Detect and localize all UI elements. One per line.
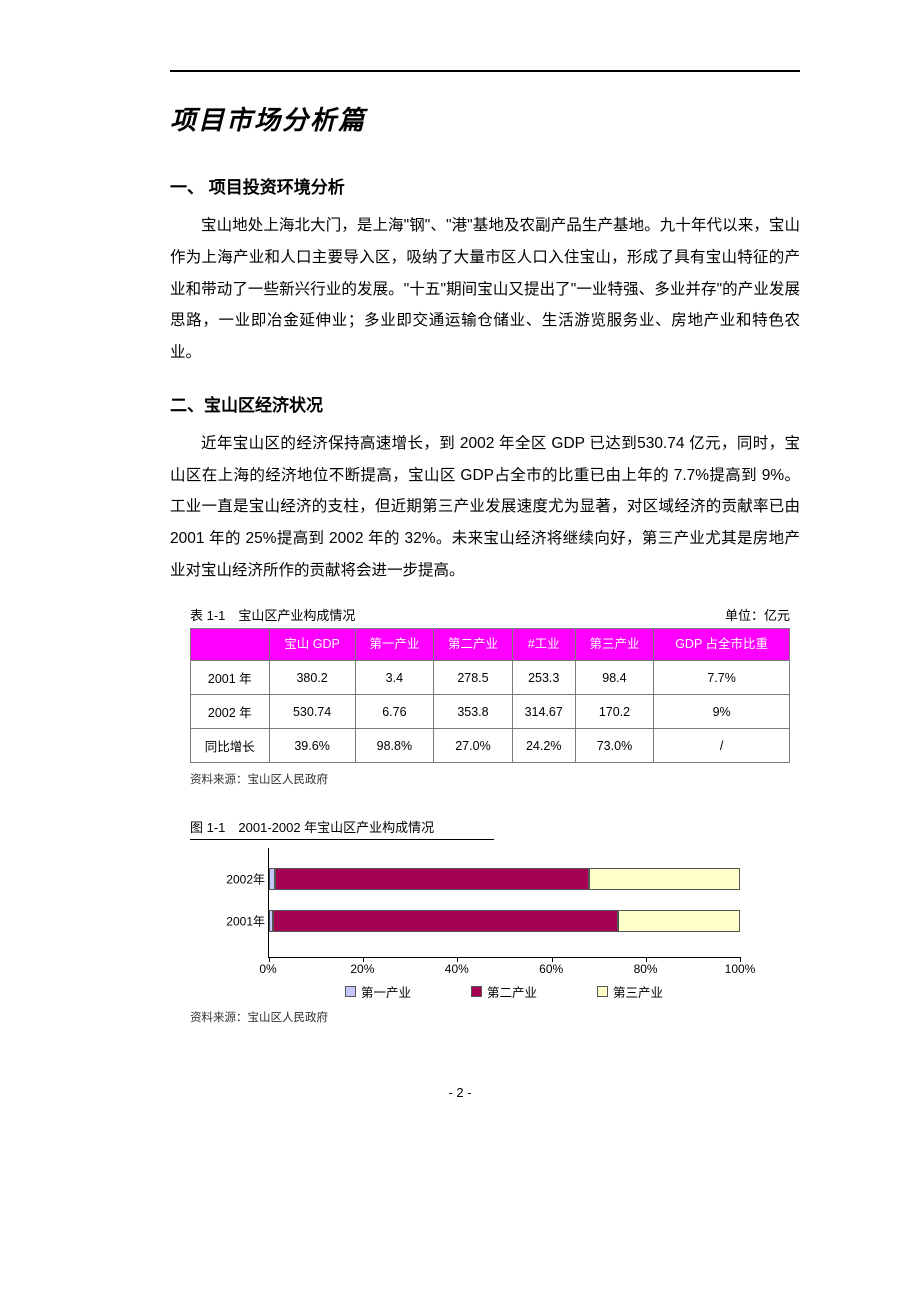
legend-label: 第一产业: [361, 982, 411, 1001]
table-header-cell: GDP 占全市比重: [654, 628, 790, 661]
table-cell: 278.5: [434, 661, 513, 695]
table-caption-left: 表 1-1 宝山区产业构成情况: [190, 605, 355, 624]
chart-bar-segment: [275, 868, 589, 890]
chart-y-label: 2002年: [221, 871, 265, 888]
chart-bar-segment: [618, 910, 740, 932]
chart-x-label: 60%: [539, 962, 563, 976]
chart-plot-area: 2002年2001年: [268, 848, 740, 958]
table-cell: 314.67: [512, 695, 575, 729]
table-cell: 530.74: [269, 695, 355, 729]
table-header-cell: 宝山 GDP: [269, 628, 355, 661]
table-row: 同比增长39.6%98.8%27.0%24.2%73.0%/: [191, 729, 790, 763]
chart-x-label: 40%: [445, 962, 469, 976]
chart-bar-row: [269, 868, 740, 890]
table-row: 2001 年380.23.4278.5253.398.47.7%: [191, 661, 790, 695]
legend-item: 第二产业: [471, 982, 537, 1001]
chart-caption: 图 1-1 2001-2002 年宝山区产业构成情况: [190, 817, 494, 840]
section-1-body: 宝山地处上海北大门，是上海"钢"、"港"基地及农副产品生产基地。九十年代以来，宝…: [170, 210, 800, 369]
chart-x-label: 0%: [259, 962, 276, 976]
legend-swatch: [597, 986, 608, 997]
chart-bar-segment: [273, 910, 618, 932]
chart-bar-segment: [589, 868, 740, 890]
page: 项目市场分析篇 一、 项目投资环境分析 宝山地处上海北大门，是上海"钢"、"港"…: [0, 0, 920, 1140]
table-cell: 27.0%: [434, 729, 513, 763]
table-cell: 170.2: [575, 695, 654, 729]
section-2-body: 近年宝山区的经济保持高速增长，到 2002 年全区 GDP 已达到530.74 …: [170, 428, 800, 587]
table-cell: 73.0%: [575, 729, 654, 763]
section-2-heading: 二、宝山区经济状况: [170, 391, 800, 416]
top-rule: [170, 70, 800, 72]
table-body: 2001 年380.23.4278.5253.398.47.7%2002 年53…: [191, 661, 790, 763]
table-cell: 9%: [654, 695, 790, 729]
legend-swatch: [471, 986, 482, 997]
chart-source: 资料来源：宝山区人民政府: [190, 1009, 800, 1025]
table-cell: /: [654, 729, 790, 763]
table-cell: 253.3: [512, 661, 575, 695]
chart-x-axis: 0%20%40%60%80%100%: [268, 958, 740, 976]
chart-x-label: 100%: [725, 962, 756, 976]
table-header-cell: 第一产业: [355, 628, 434, 661]
chart-bar-row: [269, 910, 740, 932]
table-cell: 2001 年: [191, 661, 270, 695]
chart-x-label: 80%: [634, 962, 658, 976]
table-cell: 98.4: [575, 661, 654, 695]
table-cell: 98.8%: [355, 729, 434, 763]
section-1-heading: 一、 项目投资环境分析: [170, 173, 800, 198]
legend-item: 第三产业: [597, 982, 663, 1001]
table-caption: 表 1-1 宝山区产业构成情况 单位：亿元: [190, 605, 800, 624]
doc-title: 项目市场分析篇: [170, 100, 800, 137]
table-row: 2002 年530.746.76353.8314.67170.29%: [191, 695, 790, 729]
chart: 2002年2001年 0%20%40%60%80%100% 第一产业第二产业第三…: [220, 848, 800, 1001]
table-cell: 2002 年: [191, 695, 270, 729]
table-header-cell: [191, 628, 270, 661]
table-header-row: 宝山 GDP第一产业第二产业#工业第三产业GDP 占全市比重: [191, 628, 790, 661]
table-cell: 380.2: [269, 661, 355, 695]
table-cell: 353.8: [434, 695, 513, 729]
table-cell: 3.4: [355, 661, 434, 695]
industry-table: 宝山 GDP第一产业第二产业#工业第三产业GDP 占全市比重 2001 年380…: [190, 628, 790, 764]
table-source: 资料来源：宝山区人民政府: [190, 771, 800, 787]
table-header-cell: 第三产业: [575, 628, 654, 661]
table-header-cell: 第二产业: [434, 628, 513, 661]
table-cell: 7.7%: [654, 661, 790, 695]
legend-item: 第一产业: [345, 982, 411, 1001]
legend-label: 第三产业: [613, 982, 663, 1001]
chart-legend: 第一产业 第二产业 第三产业: [268, 982, 740, 1001]
table-cell: 6.76: [355, 695, 434, 729]
main-content: 项目市场分析篇 一、 项目投资环境分析 宝山地处上海北大门，是上海"钢"、"港"…: [120, 100, 800, 1025]
table-header-cell: #工业: [512, 628, 575, 661]
legend-label: 第二产业: [487, 982, 537, 1001]
table-cell: 24.2%: [512, 729, 575, 763]
table-caption-right: 单位：亿元: [725, 605, 790, 624]
page-number: - 2 -: [120, 1085, 800, 1100]
legend-swatch: [345, 986, 356, 997]
chart-x-label: 20%: [350, 962, 374, 976]
table-cell: 39.6%: [269, 729, 355, 763]
chart-y-label: 2001年: [221, 913, 265, 930]
table-cell: 同比增长: [191, 729, 270, 763]
